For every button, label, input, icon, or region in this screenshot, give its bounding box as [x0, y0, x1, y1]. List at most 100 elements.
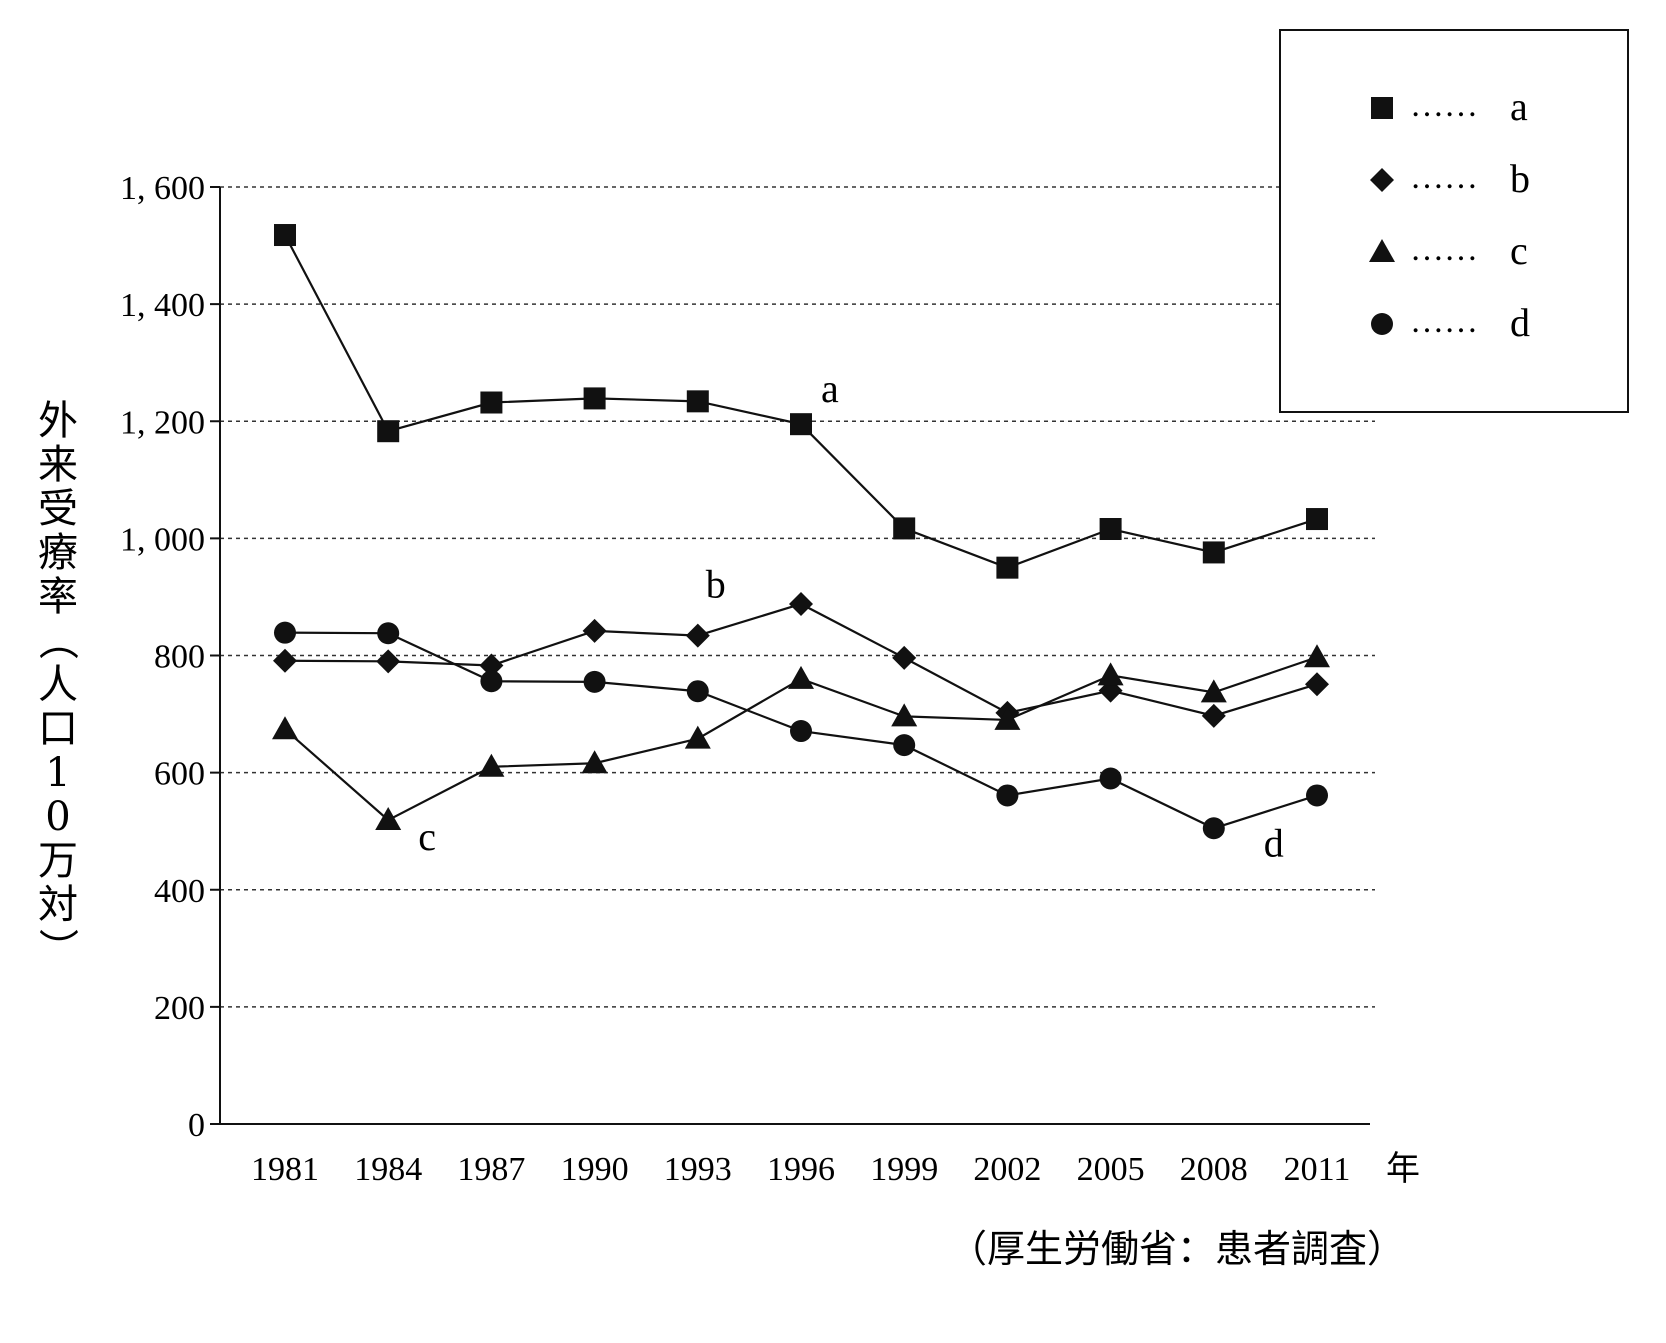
x-tick-label: 1993 [664, 1151, 732, 1188]
point-d [686, 680, 709, 703]
x-tick-labels: 1981 1984 1987 1990 1993 1996 1999 2002 2005 2008… [251, 1151, 1350, 1188]
point-c [1200, 679, 1227, 703]
legend-label: b [1510, 156, 1530, 201]
point-c [788, 665, 814, 689]
y-tick-label: 1, 400 [120, 287, 205, 324]
x-tick-label: 2005 [1077, 1151, 1145, 1188]
point-a [893, 517, 916, 540]
series-a [274, 224, 1328, 579]
point-a [1099, 518, 1122, 541]
point-d [1099, 767, 1122, 790]
point-d [377, 622, 400, 645]
series-line-a [284, 234, 1318, 569]
legend-marker-d [1371, 313, 1393, 335]
annotation-d: d [1264, 820, 1284, 865]
y-axis-label-char: 来 [38, 442, 78, 488]
x-tick-label: 2008 [1180, 1151, 1248, 1188]
point-c [891, 703, 918, 727]
legend-dots: …… [1410, 303, 1478, 340]
point-c [272, 716, 298, 740]
annotation-a: a [821, 366, 839, 411]
x-tick-label: 1987 [457, 1151, 525, 1188]
y-tick-label: 600 [154, 756, 205, 793]
y-tick-label: 200 [154, 990, 205, 1027]
point-d [893, 734, 916, 757]
point-d [996, 784, 1019, 807]
legend-label: a [1510, 84, 1528, 129]
legend-marker-a [1371, 97, 1393, 119]
point-b [479, 653, 504, 678]
point-a [274, 224, 296, 247]
point-a [686, 390, 709, 413]
y-axis-label-char: 率 [38, 574, 78, 620]
legend-item-c: …… c [1369, 228, 1528, 273]
legend-dots: …… [1410, 159, 1478, 196]
y-tick-label: 1, 600 [120, 170, 205, 207]
series-line-b [284, 602, 1318, 717]
legend-marker-b [1370, 168, 1394, 192]
series-b [273, 591, 1329, 728]
series-annotations: a b c d [418, 366, 1284, 865]
annotation-b: b [706, 562, 726, 607]
point-d [480, 670, 503, 693]
legend-item-b: …… b [1370, 156, 1530, 201]
point-a [480, 391, 503, 414]
y-axis-label-char: 人 [38, 662, 78, 708]
series-d [274, 621, 1328, 840]
point-b [273, 648, 297, 673]
point-b [1201, 703, 1226, 728]
y-axis-label-char: （ [34, 620, 80, 660]
y-axis-label-char: 1 [45, 750, 70, 796]
legend-marker-c [1369, 239, 1395, 262]
y-axis-label-char: 療 [38, 530, 78, 576]
point-a [583, 387, 606, 410]
y-tick-label: 0 [188, 1107, 205, 1144]
legend-box [1279, 29, 1629, 413]
legend-dots: …… [1410, 87, 1478, 124]
point-b [376, 649, 401, 674]
point-b [685, 623, 710, 648]
point-c [994, 706, 1021, 730]
y-tick-label: 800 [154, 639, 205, 676]
annotation-c: c [418, 814, 436, 859]
point-a [1202, 541, 1225, 564]
point-d [1306, 784, 1328, 807]
x-tick-label: 2002 [973, 1151, 1041, 1188]
series-group [272, 224, 1330, 840]
point-a [377, 420, 400, 443]
y-axis-label-char: 受 [38, 486, 78, 532]
legend-label: d [1510, 300, 1530, 345]
series-c [272, 644, 1330, 831]
point-b [1305, 672, 1329, 697]
legend-dots: …… [1410, 231, 1478, 268]
y-axis-label-char: 0 [45, 794, 70, 840]
point-a [790, 413, 812, 436]
y-axis-label-char: 外 [38, 398, 78, 444]
legend-label: c [1510, 228, 1528, 273]
point-c [581, 750, 608, 774]
y-axis-label-char: 口 [38, 706, 78, 752]
point-c [1097, 662, 1124, 686]
y-tick-label: 1, 200 [120, 404, 205, 441]
x-tick-label: 1990 [561, 1151, 629, 1188]
point-b [789, 591, 813, 616]
point-b [892, 645, 917, 670]
legend: …… a …… b …… c …… d [1279, 29, 1629, 413]
point-c [478, 753, 505, 777]
y-axis-label-char: 対 [38, 882, 78, 928]
source-note: （厚生労働省：患者調査） [949, 1227, 1405, 1271]
point-d [1202, 817, 1225, 840]
point-c [1304, 644, 1330, 668]
legend-item-d: …… d [1371, 300, 1530, 345]
x-tick-label: 1984 [354, 1151, 422, 1188]
x-tick-label: 1996 [767, 1151, 835, 1188]
x-tick-label: 1999 [870, 1151, 938, 1188]
x-tick-label: 1981 [251, 1151, 319, 1188]
point-a [1306, 508, 1328, 531]
point-d [790, 720, 812, 743]
point-d [274, 621, 296, 644]
y-tick-label: 1, 000 [120, 521, 205, 558]
